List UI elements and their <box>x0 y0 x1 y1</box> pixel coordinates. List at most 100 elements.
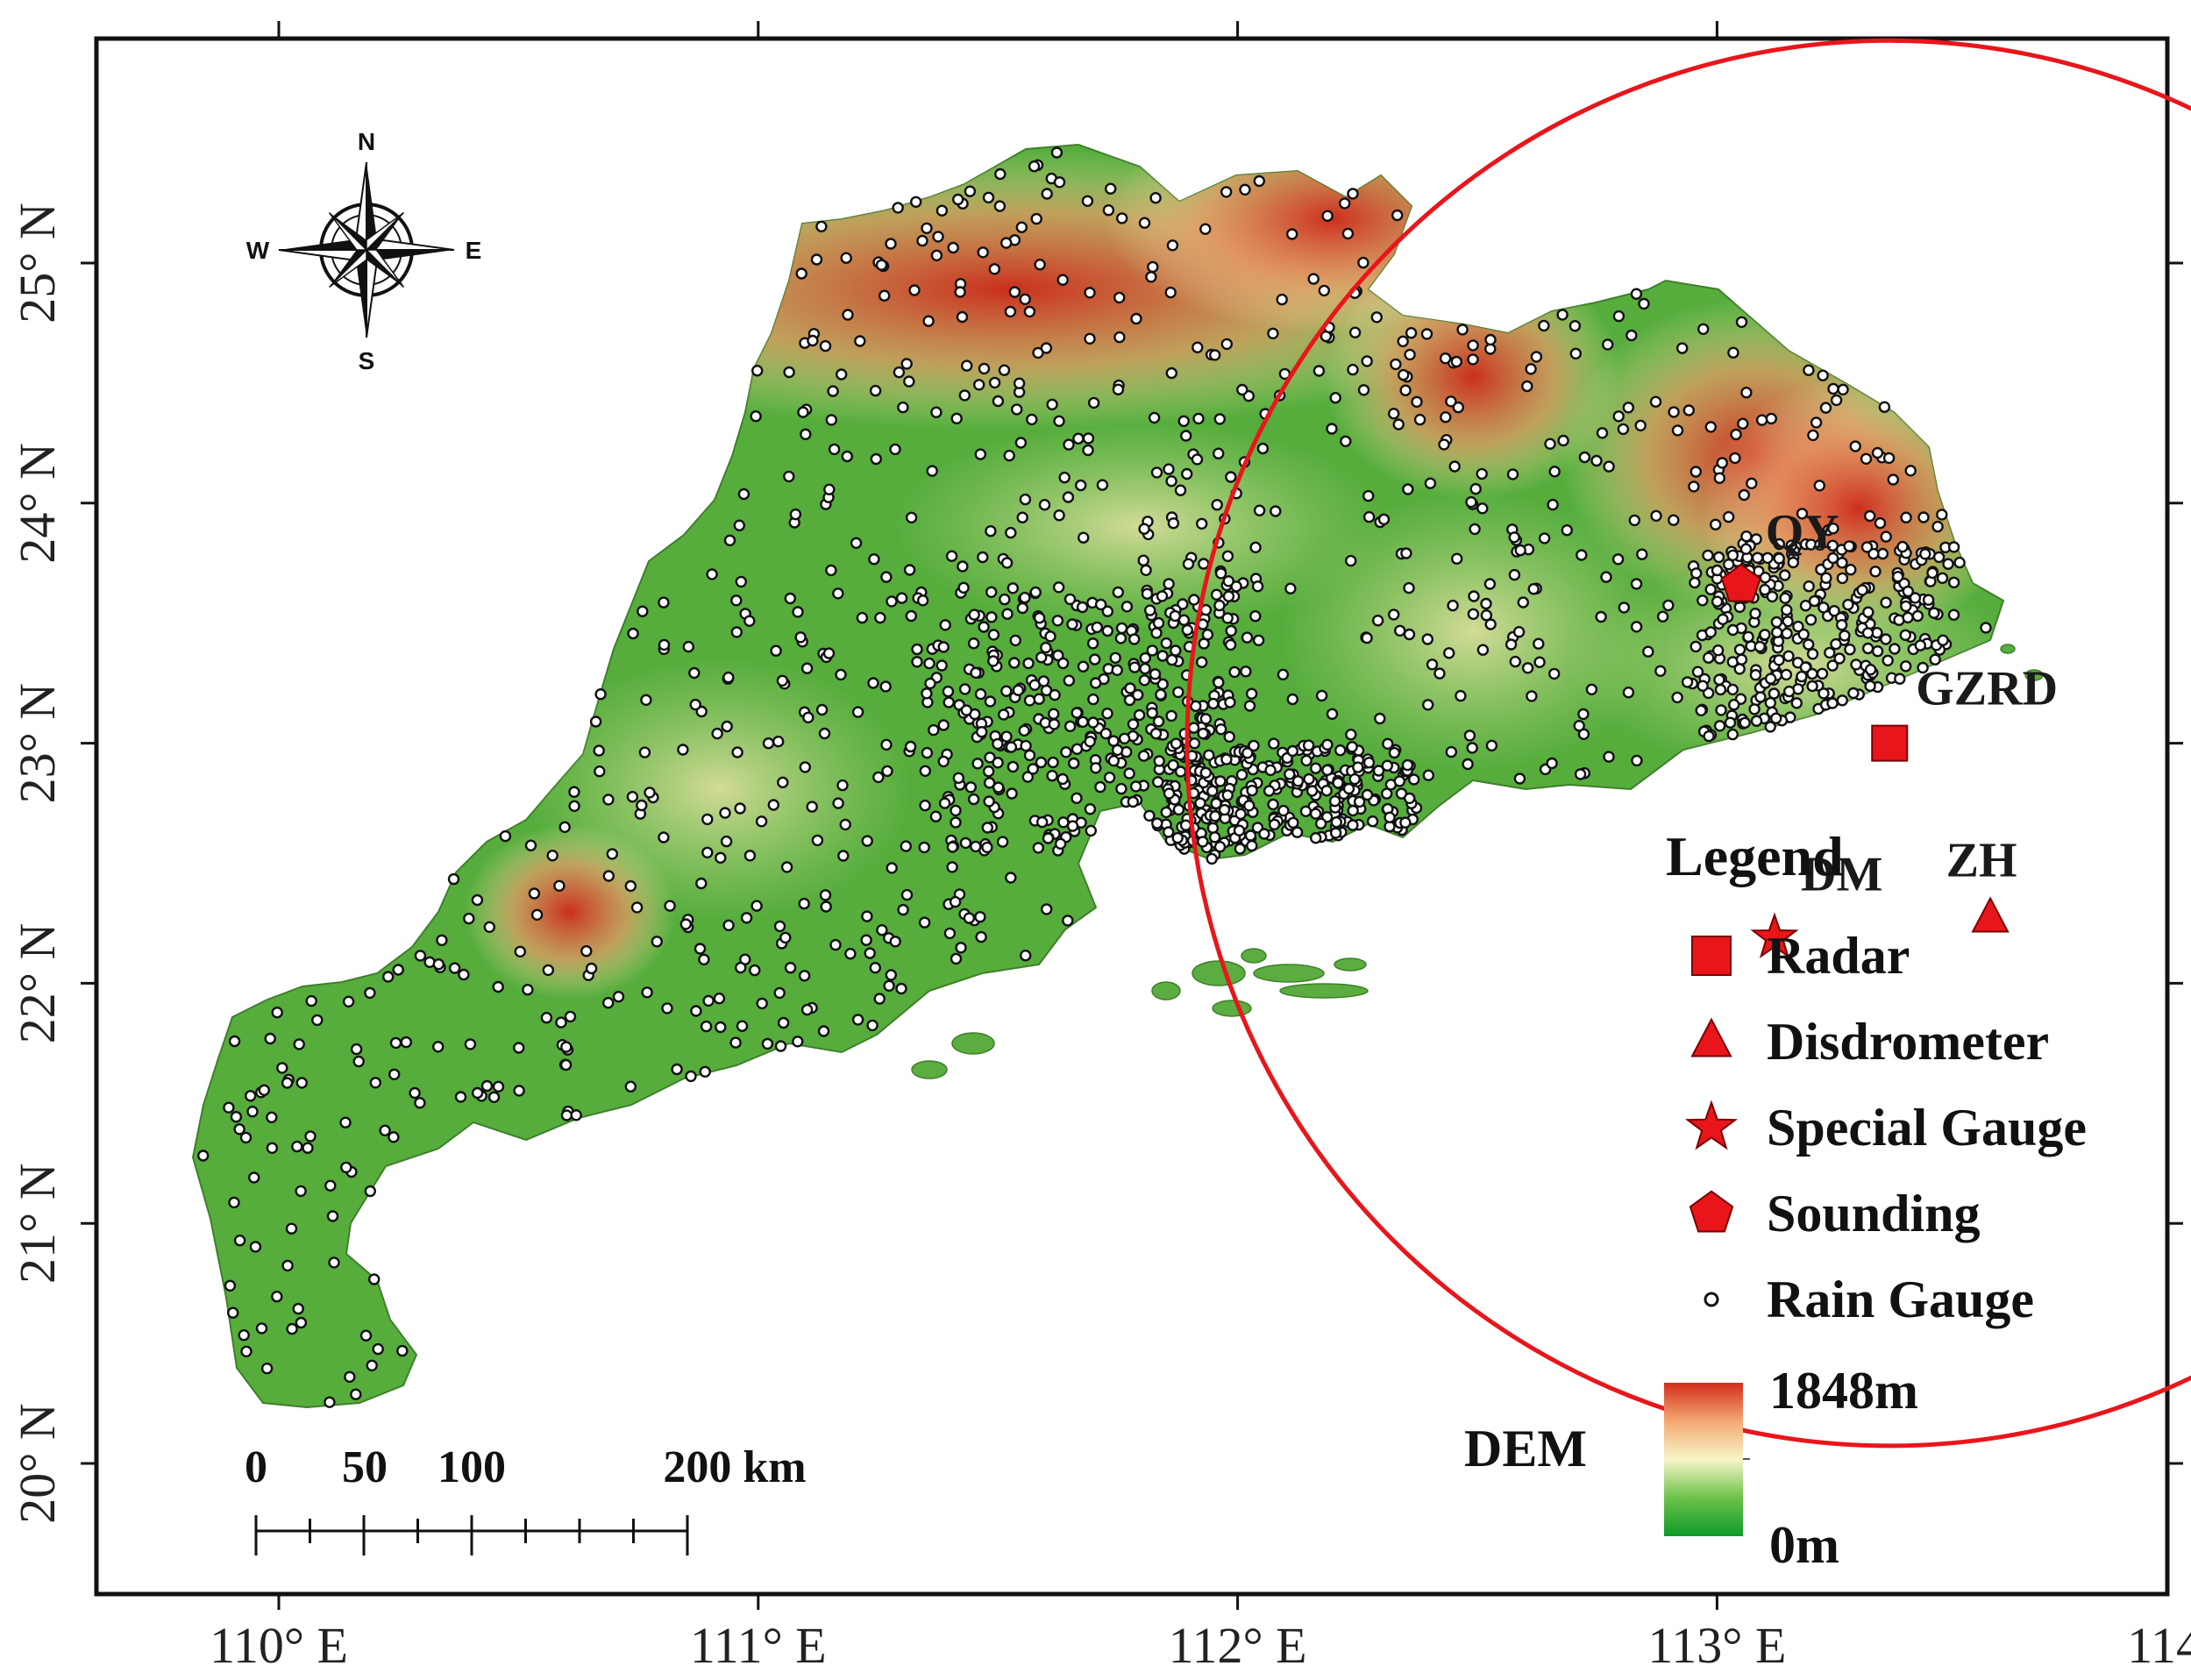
rain-gauge-point <box>1713 472 1726 484</box>
rain-gauge-point <box>1063 438 1075 451</box>
rain-gauge-point <box>1727 346 1739 359</box>
rain-gauge-point <box>945 550 958 562</box>
rain-gauge-point <box>1782 685 1796 698</box>
rain-gauge-point <box>1713 673 1725 686</box>
rain-gauge-point <box>1517 596 1530 609</box>
rain-gauge-point <box>271 1006 283 1019</box>
rain-gauge-point <box>1712 551 1725 564</box>
rain-gauge-point <box>1388 746 1401 759</box>
rain-gauge-point <box>1172 803 1185 816</box>
site-label: ZH <box>1946 833 2017 887</box>
rain-gauge-point <box>594 688 607 701</box>
rain-gauge-point <box>750 410 762 423</box>
rain-gauge-point <box>1742 630 1754 643</box>
lat-tick-label: 22° N <box>9 923 66 1044</box>
rain-gauge-point <box>1849 440 1861 452</box>
rain-gauge-point <box>1149 727 1163 740</box>
rain-gauge-point <box>458 968 470 981</box>
rain-gauge-point <box>1871 446 1884 459</box>
rain-gauge-point <box>1302 739 1315 751</box>
rain-gauge-point <box>1133 708 1146 722</box>
rain-gauge-point <box>1000 685 1013 697</box>
rain-gauge-point <box>1781 603 1793 616</box>
rain-gauge-point <box>776 674 789 687</box>
rain-gauge-point <box>1778 569 1791 581</box>
rain-gauge-point <box>952 772 965 784</box>
rain-gauge-point <box>228 1035 241 1048</box>
island <box>1192 960 1246 986</box>
rain-gauge-point <box>1222 590 1235 602</box>
rain-gauge-point <box>694 943 707 955</box>
rain-gauge-point <box>471 893 484 907</box>
rain-gauge-point <box>1174 765 1187 778</box>
rain-gauge-point <box>1724 716 1737 729</box>
rain-gauge-point <box>977 246 989 259</box>
rain-gauge-point <box>258 1084 270 1097</box>
rain-gauge-point <box>1129 780 1142 793</box>
rain-gauge-point <box>266 1142 279 1155</box>
rain-gauge-point <box>1476 502 1489 515</box>
rain-gauge-point <box>1861 642 1874 655</box>
rain-gauge-point <box>1180 467 1193 481</box>
rain-gauge-point <box>624 1080 637 1093</box>
rain-gauge-point <box>1213 413 1227 425</box>
rain-gauge-point <box>889 443 901 456</box>
rain-gauge-point <box>1163 463 1175 475</box>
rain-gauge-point <box>1023 305 1036 318</box>
rain-gauge-point <box>1087 396 1100 409</box>
rain-gauge-point <box>1111 744 1124 757</box>
rain-gauge-point <box>1642 645 1654 658</box>
rain-gauge-point <box>1038 499 1051 511</box>
rain-gauge-point <box>281 1077 294 1089</box>
rain-gauge-point <box>700 1020 713 1033</box>
rain-gauge-point <box>514 945 526 958</box>
rain-gauge-point <box>1107 755 1120 767</box>
rain-gauge-point <box>1052 581 1065 594</box>
rain-gauge-point <box>1862 606 1874 618</box>
rain-gauge-point <box>1101 624 1114 637</box>
rain-gauge-point <box>975 930 987 943</box>
rain-gauge-point <box>967 637 980 650</box>
rain-gauge-point <box>1484 333 1497 346</box>
rain-gauge-point <box>1082 444 1094 457</box>
rain-gauge-point <box>992 781 1005 794</box>
rain-gauge-point <box>1123 767 1135 779</box>
rain-gauge-point <box>1072 432 1085 445</box>
rain-gauge-point <box>1612 310 1625 323</box>
rain-gauge-point <box>1512 626 1526 638</box>
rain-gauge-point <box>1830 394 1843 407</box>
rain-gauge-point <box>972 379 985 391</box>
rain-gauge-point <box>1697 680 1709 692</box>
rain-gauge-point <box>682 640 694 653</box>
rain-gauge-point <box>1370 311 1384 324</box>
rain-gauge-point <box>1909 592 1922 604</box>
rain-gauge-point <box>1353 795 1366 808</box>
rain-gauge-point <box>432 1041 445 1053</box>
rain-gauge-point <box>873 993 886 1005</box>
rain-gauge-point <box>1407 773 1420 786</box>
rain-gauge-point <box>1668 514 1680 526</box>
rain-gauge-point <box>985 586 998 598</box>
rain-gauge-point <box>1056 772 1069 786</box>
rain-gauge-point <box>1137 554 1149 566</box>
rain-gauge-point <box>985 611 998 623</box>
island <box>1212 1000 1252 1017</box>
rain-gauge-point <box>1326 423 1338 435</box>
rain-gauge-point <box>897 401 909 414</box>
rain-gauge-point <box>1253 174 1266 188</box>
rain-gauge-point <box>1837 383 1849 395</box>
rain-gauge-point <box>1835 619 1848 631</box>
rain-gauge-point <box>1315 689 1328 702</box>
rain-gauge-point <box>1197 836 1209 848</box>
rain-gauge-point <box>1046 398 1058 410</box>
rain-gauge-point <box>1448 460 1461 473</box>
rain-gauge-point <box>1005 526 1017 539</box>
rain-gauge-point <box>627 627 639 640</box>
rain-gauge-point <box>729 1036 742 1049</box>
rain-gauge-point <box>1115 782 1128 795</box>
rain-gauge-point <box>1163 578 1175 590</box>
rain-gauge-point <box>1445 395 1457 408</box>
rain-gauge-point <box>1738 488 1751 502</box>
rain-gauge-point <box>1740 387 1753 399</box>
rain-gauge-point <box>1042 832 1055 844</box>
